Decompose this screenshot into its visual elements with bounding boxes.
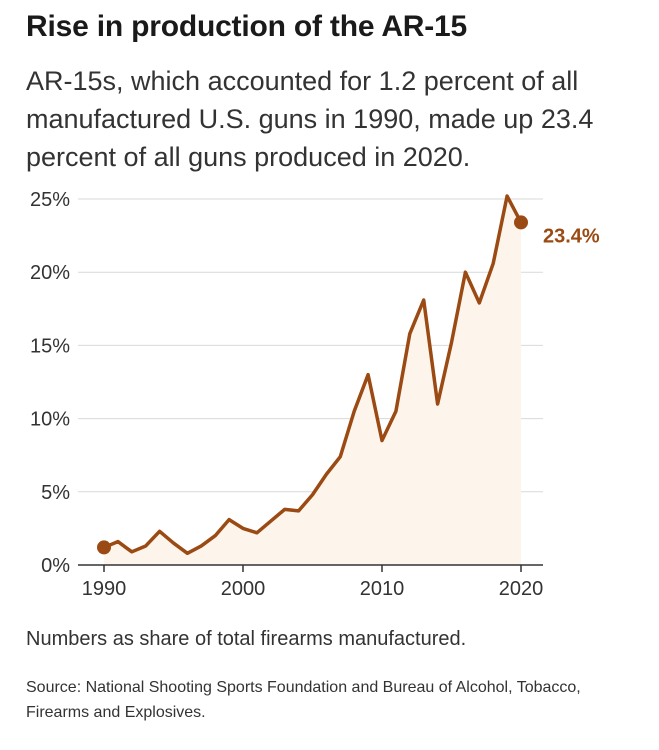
x-tick-label: 2020 — [499, 578, 544, 600]
x-tick-label: 2010 — [360, 578, 405, 600]
series-line — [102, 194, 523, 556]
y-tick-label: 10% — [30, 409, 70, 431]
y-tick-label: 5% — [41, 482, 70, 504]
start-point — [97, 540, 111, 555]
end-value-label: 23.4% — [543, 225, 600, 247]
x-tick-label: 2000 — [221, 578, 266, 600]
x-tick-label: 1990 — [82, 578, 127, 600]
chart-title: Rise in production of the AR-15 — [26, 10, 468, 43]
end-point — [514, 215, 528, 230]
chart-source: Source: National Shooting Sports Foundat… — [26, 679, 581, 721]
y-tick-label: 25% — [30, 189, 70, 211]
y-tick-label: 15% — [30, 335, 70, 357]
y-tick-label: 0% — [41, 555, 70, 577]
chart-subtitle: AR-15s, which accounted for 1.2 percent … — [26, 66, 594, 172]
chart-note: Numbers as share of total firearms manuf… — [26, 628, 467, 650]
y-tick-label: 20% — [30, 262, 70, 284]
line-chart: 0% 5% 10% 15% 20% 25% 1990 2000 2010 2020 23.4% — [30, 189, 600, 600]
series-area — [104, 196, 521, 565]
